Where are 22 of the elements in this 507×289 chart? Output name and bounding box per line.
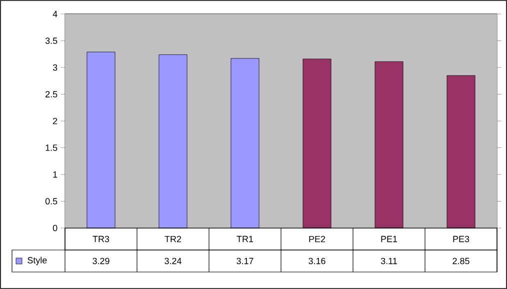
y-tick-label: 1 xyxy=(53,171,58,178)
y-tick-label: 3 xyxy=(52,64,58,71)
y-tick-label: 0 xyxy=(52,224,58,232)
x-tick-label: TR1 xyxy=(236,236,254,242)
data-label: 3.16 xyxy=(308,258,326,264)
x-tick-label: PE2 xyxy=(309,236,326,242)
data-label: 3.11 xyxy=(380,258,397,264)
data-label: 3.24 xyxy=(164,258,182,264)
x-tick-label: TR2 xyxy=(164,236,182,242)
y-tick-label: 3.5 xyxy=(45,38,58,44)
data-label: 2.85 xyxy=(452,258,470,264)
legend-label: Style xyxy=(28,256,47,266)
y-tick-label: 2 xyxy=(53,118,58,124)
x-tick-label: TR3 xyxy=(92,236,110,242)
data-label: 3.17 xyxy=(236,258,254,264)
y-tick-label: 1.5 xyxy=(46,144,58,151)
y-tick-label: 4 xyxy=(52,10,58,18)
x-tick-label: PE1 xyxy=(381,236,398,242)
data-label: 3.29 xyxy=(92,258,110,264)
x-tick-label: PE3 xyxy=(453,236,470,242)
y-tick-label: 2.5 xyxy=(46,91,58,98)
y-tick-label: 0.5 xyxy=(45,198,58,204)
